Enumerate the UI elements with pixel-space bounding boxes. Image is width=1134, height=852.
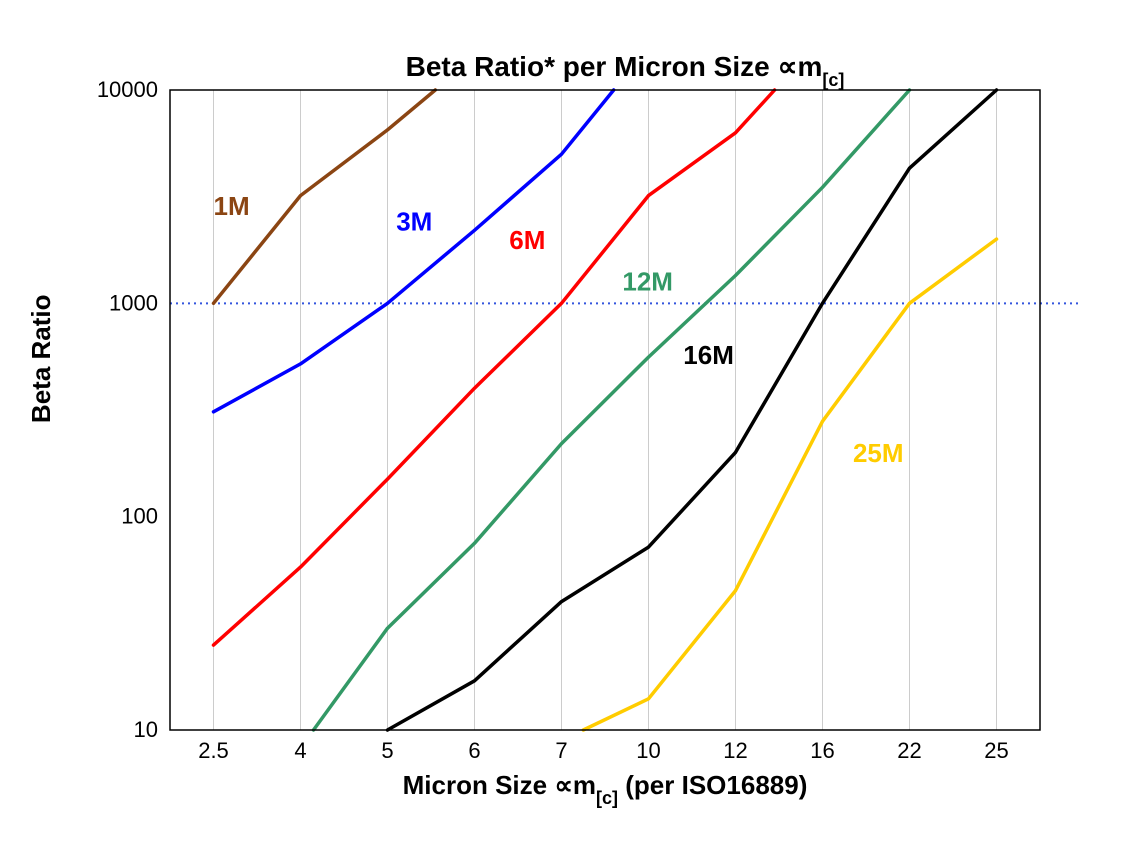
x-tick-label: 10 — [636, 738, 660, 763]
series-label-25m: 25M — [853, 438, 904, 468]
series-label-6m: 6M — [509, 225, 545, 255]
series-label-12m: 12M — [622, 266, 673, 296]
y-tick-label: 1000 — [109, 290, 158, 315]
y-tick-label: 10 — [134, 717, 158, 742]
x-tick-label: 5 — [381, 738, 393, 763]
series-label-3m: 3M — [396, 206, 432, 236]
series-label-1m: 1M — [214, 191, 250, 221]
x-tick-label: 16 — [810, 738, 834, 763]
beta-ratio-chart: 1M 3M 6M 12M 16M 25M 10 100 1000 10000 2.5 4 5 6 7 10 12… — [0, 0, 1134, 852]
x-tick-label: 25 — [984, 738, 1008, 763]
x-tick-label: 7 — [555, 738, 567, 763]
x-tick-label: 22 — [897, 738, 921, 763]
y-tick-label: 10000 — [97, 77, 158, 102]
series-label-16m: 16M — [683, 340, 734, 370]
y-axis-label: Beta Ratio — [26, 295, 56, 424]
x-tick-label: 12 — [723, 738, 747, 763]
y-tick-label: 100 — [121, 504, 158, 529]
x-tick-label: 6 — [468, 738, 480, 763]
x-tick-label: 2.5 — [198, 738, 229, 763]
x-tick-label: 4 — [294, 738, 306, 763]
